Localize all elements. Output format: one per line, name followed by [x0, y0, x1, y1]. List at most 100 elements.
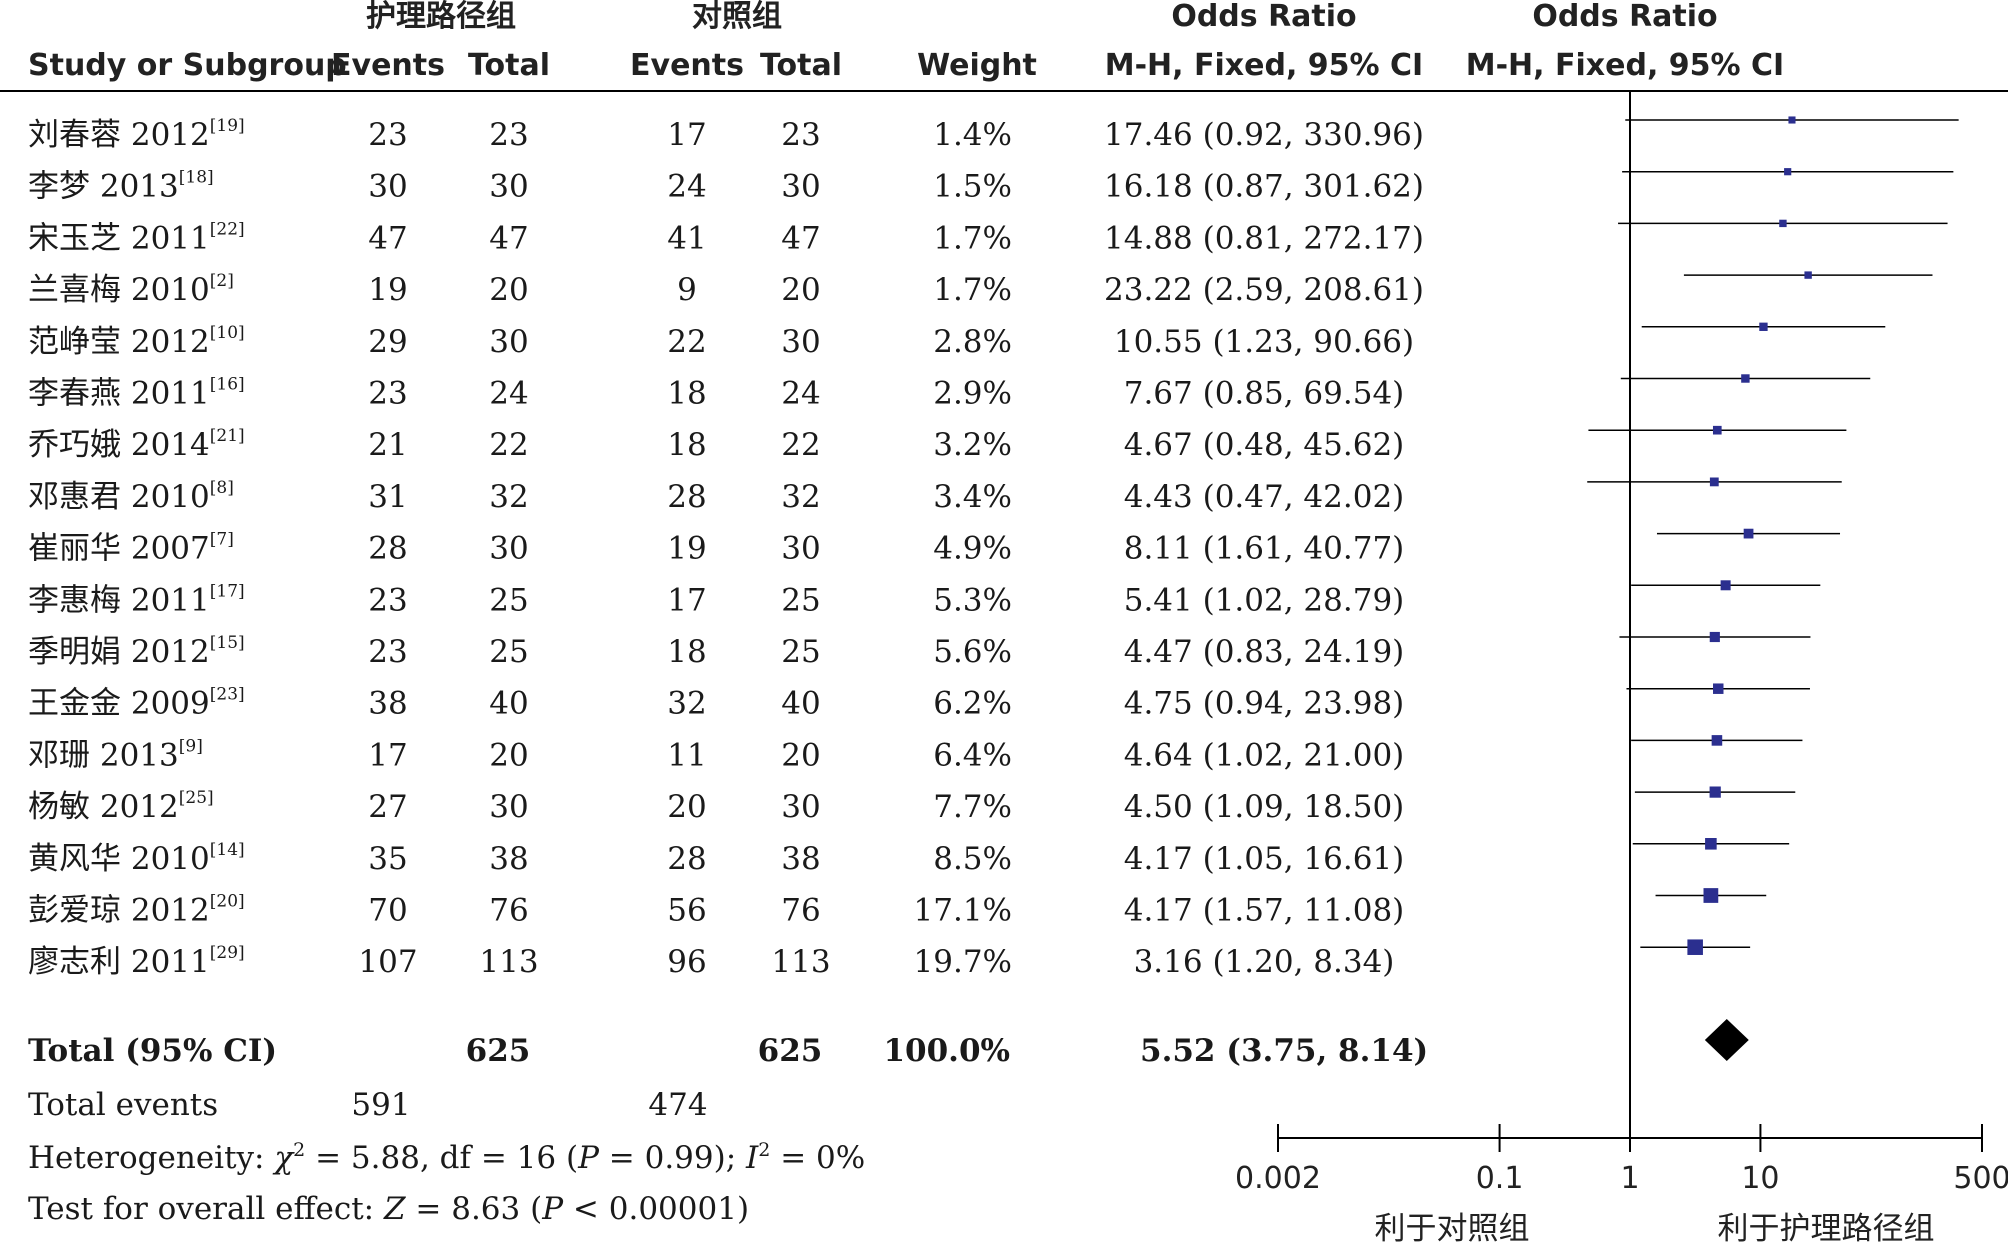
- overall-p: P: [541, 1191, 564, 1227]
- study-ref: [17]: [210, 581, 245, 601]
- control-total: 30: [781, 789, 820, 825]
- study-marker: [1709, 786, 1721, 798]
- study-ref: [29]: [210, 943, 245, 963]
- weight-cell: 1.7%: [933, 220, 1012, 256]
- plot-marks: [1587, 116, 1959, 1061]
- header-method-table: M-H, Fixed, 95% CI: [1105, 48, 1423, 83]
- study-ref: [21]: [210, 426, 245, 446]
- control-events: 56: [667, 893, 706, 929]
- study-ref: [22]: [210, 219, 245, 239]
- study-ref: [25]: [179, 788, 214, 808]
- study-marker: [1709, 631, 1720, 643]
- treatment-total: 25: [489, 634, 528, 670]
- treatment-total: 76: [489, 893, 528, 929]
- control-total: 32: [781, 479, 820, 515]
- total-weight: 100.0%: [883, 1033, 1010, 1069]
- header-group-control: 对照组: [692, 0, 782, 34]
- overall-z-rest: = 8.63 (: [406, 1191, 543, 1227]
- study-name: 崔丽华 2007: [28, 531, 210, 567]
- study-marker: [1712, 425, 1722, 435]
- treatment-events: 23: [368, 376, 407, 412]
- study-name: 廖志利 2011: [28, 944, 210, 980]
- favors-treatment-label: 利于护理路径组: [1718, 1211, 1935, 1243]
- study-name: 李梦 2013: [28, 169, 179, 205]
- study-label: 刘春蓉 2012[19]: [28, 116, 245, 153]
- or-ci-cell: 4.17 (1.57, 11.08): [1124, 893, 1405, 929]
- header-study: Study or Subgroup: [28, 48, 347, 83]
- treatment-total: 30: [489, 169, 528, 205]
- study-name: 李春燕 2011: [28, 376, 210, 412]
- heterogeneity-chi-rest: = 5.88, df = 16 (: [305, 1140, 578, 1176]
- study-name: 彭爱琼 2012: [28, 893, 210, 929]
- header-odds-ratio-table: Odds Ratio: [1171, 0, 1356, 34]
- total-n2: 625: [758, 1033, 823, 1069]
- overall-prefix: Test for overall effect:: [28, 1191, 384, 1227]
- weight-cell: 1.4%: [933, 117, 1012, 153]
- study-marker: [1784, 168, 1792, 176]
- weight-cell: 19.7%: [914, 944, 1012, 980]
- header-total-control: Total: [760, 48, 842, 83]
- study-ref: [10]: [210, 323, 245, 343]
- study-name: 季明娟 2012: [28, 634, 210, 670]
- weight-cell: 2.8%: [933, 324, 1012, 360]
- study-marker: [1788, 116, 1796, 124]
- treatment-events: 47: [368, 220, 407, 256]
- or-ci-cell: 4.67 (0.48, 45.62): [1124, 427, 1405, 463]
- control-total: 22: [781, 427, 820, 463]
- control-total: 25: [781, 582, 820, 618]
- or-ci-cell: 23.22 (2.59, 208.61): [1104, 272, 1424, 308]
- study-ref: [19]: [210, 116, 245, 136]
- x-tick-label: 0.1: [1476, 1161, 1524, 1196]
- control-total: 113: [771, 944, 830, 980]
- or-ci-cell: 17.46 (0.92, 330.96): [1104, 117, 1424, 153]
- study-name: 邓惠君 2010: [28, 479, 210, 515]
- treatment-events: 28: [368, 531, 407, 567]
- treatment-total: 32: [489, 479, 528, 515]
- weight-cell: 6.4%: [933, 737, 1012, 773]
- total-events-label: Total events: [28, 1087, 218, 1123]
- or-ci-cell: 4.64 (1.02, 21.00): [1124, 737, 1405, 773]
- study-name: 李惠梅 2011: [28, 582, 210, 618]
- or-ci-cell: 4.75 (0.94, 23.98): [1124, 686, 1405, 722]
- study-marker: [1687, 939, 1703, 955]
- study-marker: [1711, 735, 1723, 746]
- control-events: 11: [667, 737, 706, 773]
- control-total: 25: [781, 634, 820, 670]
- study-marker: [1779, 219, 1787, 228]
- heterogeneity-p-rest: = 0.99);: [599, 1140, 746, 1176]
- treatment-events: 38: [368, 686, 407, 722]
- weight-cell: 3.4%: [933, 479, 1012, 515]
- study-marker: [1713, 683, 1724, 694]
- study-label: 邓珊 2013[9]: [28, 736, 203, 773]
- weight-cell: 1.5%: [933, 169, 1012, 205]
- weight-cell: 5.6%: [933, 634, 1012, 670]
- treatment-total: 24: [489, 376, 528, 412]
- study-ref: [20]: [210, 892, 245, 912]
- control-total: 24: [781, 376, 820, 412]
- heterogeneity-i-sq: 2: [758, 1139, 770, 1161]
- header-events-control: Events: [630, 48, 744, 83]
- study-marker: [1705, 838, 1717, 850]
- or-ci-cell: 4.17 (1.05, 16.61): [1124, 841, 1405, 877]
- weight-cell: 6.2%: [933, 686, 1012, 722]
- control-events: 28: [667, 479, 706, 515]
- control-events: 24: [667, 169, 706, 205]
- weight-cell: 8.5%: [933, 841, 1012, 877]
- control-total: 40: [781, 686, 820, 722]
- heterogeneity-i-rest: = 0%: [770, 1140, 865, 1176]
- control-events: 19: [667, 531, 706, 567]
- treatment-total: 23: [489, 117, 528, 153]
- x-axis: 0.002 0.1 1 10 500: [1235, 1124, 2008, 1196]
- control-events: 22: [667, 324, 706, 360]
- or-ci-cell: 10.55 (1.23, 90.66): [1114, 324, 1414, 360]
- study-label: 李梦 2013[18]: [28, 168, 214, 205]
- study-ref: [15]: [210, 633, 245, 653]
- study-label: 兰喜梅 2010[2]: [28, 271, 234, 308]
- or-ci-cell: 16.18 (0.87, 301.62): [1104, 169, 1424, 205]
- treatment-events: 23: [368, 634, 407, 670]
- treatment-events: 21: [368, 427, 407, 463]
- or-ci-cell: 4.47 (0.83, 24.19): [1124, 634, 1405, 670]
- study-marker: [1759, 322, 1768, 331]
- study-name: 王金金 2009: [28, 686, 210, 722]
